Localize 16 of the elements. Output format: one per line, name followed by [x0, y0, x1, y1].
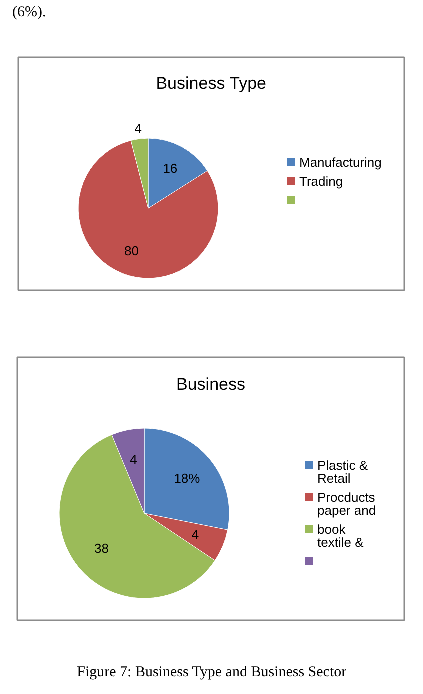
chart-title: Business [176, 375, 246, 394]
legend-label: Plastic & Retail [318, 458, 368, 486]
data-label: 16 [163, 161, 178, 176]
data-label: 18% [174, 470, 201, 486]
data-label: 80 [124, 243, 139, 258]
caption: Figure 7: Business Type and Business Sector [77, 664, 347, 680]
legend-label: Procducts paper and [318, 490, 376, 518]
legend-label: Manufacturing [300, 155, 382, 170]
data-label: 38 [94, 541, 110, 556]
chart-title: Business Type [156, 74, 266, 93]
text: (6%). [12, 4, 46, 20]
data-label: 4 [134, 121, 142, 136]
data-label: 4 [130, 452, 138, 467]
legend-label: book textile & [318, 522, 364, 550]
legend-label: Trading [300, 174, 344, 189]
data-label: 4 [192, 527, 200, 542]
